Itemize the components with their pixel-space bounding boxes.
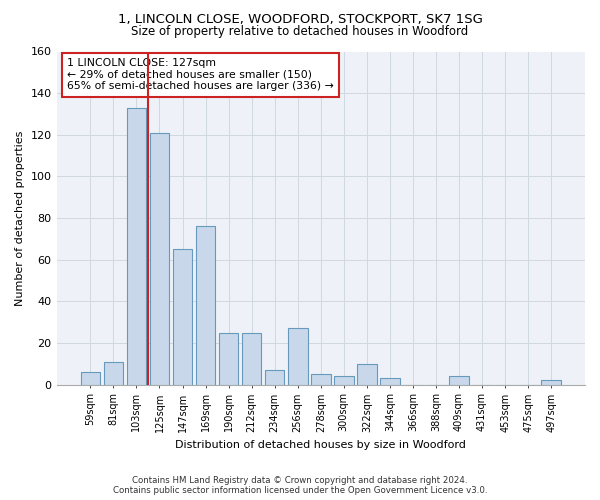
Text: Contains HM Land Registry data © Crown copyright and database right 2024.
Contai: Contains HM Land Registry data © Crown c… [113, 476, 487, 495]
Bar [127, 108, 146, 384]
Bar [334, 376, 353, 384]
Y-axis label: Number of detached properties: Number of detached properties [15, 130, 25, 306]
X-axis label: Distribution of detached houses by size in Woodford: Distribution of detached houses by size … [175, 440, 466, 450]
Bar [196, 226, 215, 384]
Bar [541, 380, 561, 384]
Bar [149, 132, 169, 384]
Bar [449, 376, 469, 384]
Bar [104, 362, 123, 384]
Bar [380, 378, 400, 384]
Bar [357, 364, 377, 384]
Bar [265, 370, 284, 384]
Bar [80, 372, 100, 384]
Bar [311, 374, 331, 384]
Text: 1 LINCOLN CLOSE: 127sqm
← 29% of detached houses are smaller (150)
65% of semi-d: 1 LINCOLN CLOSE: 127sqm ← 29% of detache… [67, 58, 334, 92]
Bar [242, 332, 262, 384]
Bar [219, 332, 238, 384]
Text: Size of property relative to detached houses in Woodford: Size of property relative to detached ho… [131, 25, 469, 38]
Text: 1, LINCOLN CLOSE, WOODFORD, STOCKPORT, SK7 1SG: 1, LINCOLN CLOSE, WOODFORD, STOCKPORT, S… [118, 12, 482, 26]
Bar [173, 250, 193, 384]
Bar [288, 328, 308, 384]
